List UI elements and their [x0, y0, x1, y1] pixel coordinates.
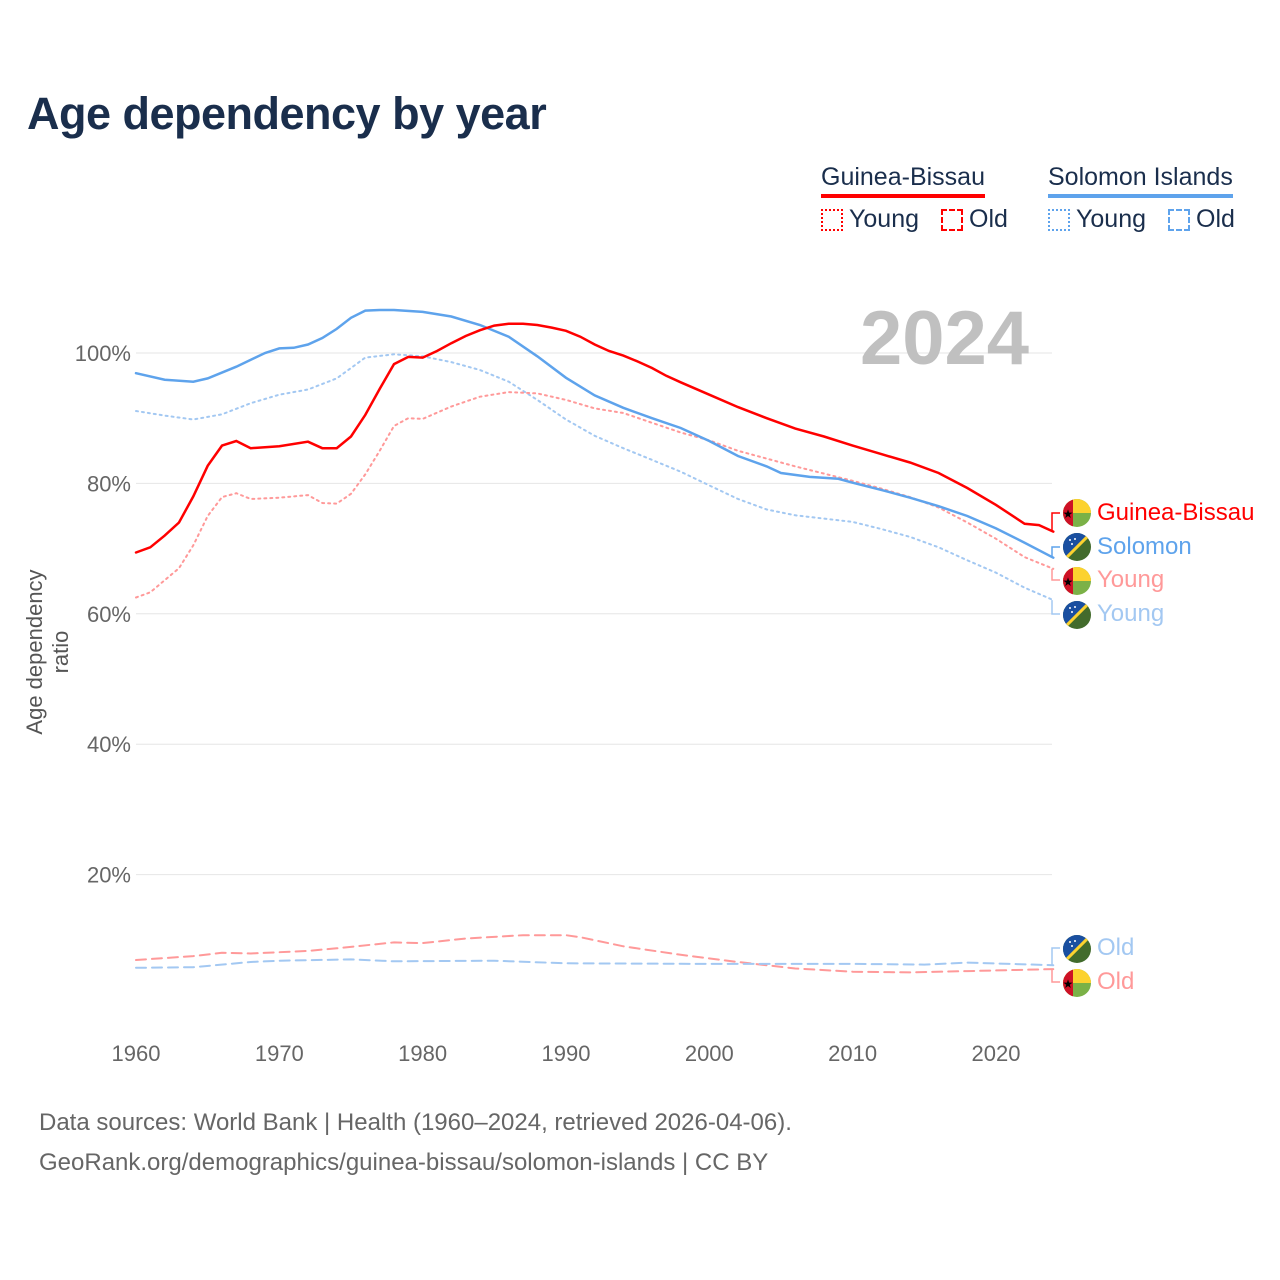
year-display: 2024: [860, 296, 1030, 381]
end-label-sb-total: Solomon: [1097, 533, 1192, 560]
legend-gb-old[interactable]: Old: [941, 205, 1008, 234]
guinea-bissau-flag-icon: ★: [1063, 969, 1091, 997]
dashed-swatch-icon: [941, 208, 963, 231]
dashed-swatch-icon: [1168, 208, 1190, 231]
y-tick-label: 20%: [87, 863, 131, 888]
legend-solomon-islands[interactable]: Solomon Islands: [1048, 163, 1233, 198]
label-connector: [1051, 947, 1060, 966]
legend-guinea-bissau[interactable]: Guinea-Bissau: [821, 163, 985, 198]
end-label-gb-total: Guinea-Bissau: [1097, 499, 1255, 526]
solomon-islands-flag-icon: [1063, 935, 1091, 963]
solomon-islands-flag-icon: [1063, 533, 1091, 561]
legend-label: Old: [1196, 205, 1235, 233]
label-connector: [1051, 600, 1060, 615]
series-line-sb-old: [135, 958, 1055, 969]
series-line-sb-total: [134, 308, 1055, 559]
y-tick-label: 100%: [75, 341, 131, 366]
legend-label: Young: [849, 205, 919, 233]
legend-gb-young[interactable]: Young: [821, 205, 919, 234]
series-line-gb-total: [134, 322, 1055, 554]
x-tick-label: 1970: [255, 1041, 304, 1066]
y-tick-label: 60%: [87, 602, 131, 627]
y-tick-label: 80%: [87, 471, 131, 496]
dotted-swatch-icon: [1048, 208, 1070, 231]
x-tick-label: 1990: [542, 1041, 591, 1066]
label-connector: [1051, 546, 1060, 558]
label-connector: [1051, 969, 1060, 983]
legend-sb-old[interactable]: Old: [1168, 205, 1235, 234]
label-connector: [1051, 568, 1060, 581]
end-label-gb-old: Old: [1097, 968, 1135, 995]
end-label-gb-young: Young: [1097, 566, 1165, 593]
end-label-sb-old: Old: [1097, 934, 1135, 961]
x-tick-label: 2000: [685, 1041, 734, 1066]
x-tick-label: 1960: [112, 1041, 161, 1066]
source-line-2[interactable]: GeoRank.org/demographics/guinea-bissau/s…: [39, 1149, 769, 1176]
guinea-bissau-flag-icon: ★: [1063, 499, 1091, 527]
end-label-sb-young: Young: [1097, 600, 1165, 627]
series-line-gb-young: [135, 391, 1055, 599]
source-line-1: Data sources: World Bank | Health (1960–…: [39, 1109, 792, 1136]
guinea-bissau-flag-icon: ★: [1063, 567, 1091, 595]
label-connector: [1051, 512, 1060, 532]
x-tick-label: 2020: [972, 1041, 1021, 1066]
x-tick-label: 2010: [828, 1041, 877, 1066]
solomon-islands-flag-icon: [1063, 601, 1091, 629]
chart-title: Age dependency by year: [27, 88, 547, 139]
x-tick-label: 1980: [398, 1041, 447, 1066]
svg-text:★: ★: [1063, 977, 1073, 991]
svg-text:★: ★: [1063, 507, 1073, 521]
legend-label: Young: [1076, 205, 1146, 233]
series-line-gb-old: [135, 934, 1055, 974]
y-tick-label: 40%: [87, 732, 131, 757]
series-line-sb-young: [135, 353, 1055, 602]
legend-label: Old: [969, 205, 1008, 233]
dotted-swatch-icon: [821, 208, 843, 231]
legend-sb-young[interactable]: Young: [1048, 205, 1146, 234]
svg-text:★: ★: [1063, 575, 1073, 589]
